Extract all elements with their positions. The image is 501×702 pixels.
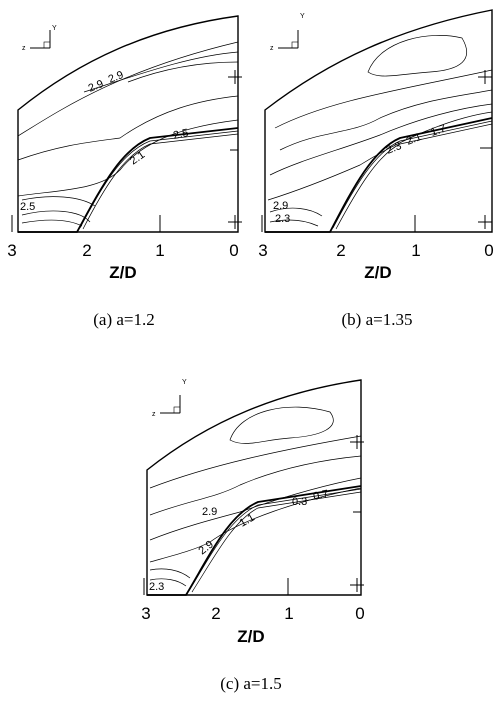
tick-label: 0 [484,241,493,260]
contour-line [17,95,239,161]
contour-line [17,41,239,137]
svg-text:Y: Y [300,13,305,20]
contour-line [127,61,239,83]
coordinate-triad: z Y [270,13,305,52]
tick-label: 3 [7,241,16,260]
lower-wall [147,485,362,596]
contour-label: 0.3 [292,496,307,508]
contour-label: 2.5 [172,127,189,142]
axis-title: Z/D [237,627,264,646]
tick-label: 2 [211,604,220,623]
lower-wall [265,117,493,233]
contour-label: 1.7 [429,123,447,139]
contour-line [149,477,362,541]
contour-label: 2.9 [107,69,126,86]
tick-label: 2 [336,241,345,260]
contour-label: 0.7 [312,488,329,503]
contour-line [274,69,493,129]
contour-label: 2.9 [196,538,215,557]
svg-text:z: z [22,45,26,52]
contour-line [21,196,96,207]
contour-label: 2.3 [149,581,164,593]
lower-wall [18,127,239,233]
duct-outline [17,15,239,233]
tick-label: 2 [82,241,91,260]
axis-title: Z/D [109,263,136,282]
contour-line [149,455,362,516]
tick-label: 3 [258,241,267,260]
contour-line [21,219,83,227]
contour-line [269,103,493,176]
tick-label: 1 [284,604,293,623]
contour-line [17,119,239,197]
tick-label: 1 [411,241,420,260]
contour-line [149,435,362,489]
panel-caption: (c) a=1.5 [220,674,282,693]
contour-label: 2.9 [273,200,288,212]
contour-island [229,406,334,444]
panel-c: 2.9 2.9 1.1 0.3 0.7 2.3 z Y 3 2 1 0 Z/D … [141,379,364,693]
svg-text:z: z [270,45,274,52]
duct-outline [146,379,362,596]
contour-line [267,111,493,201]
tick-label: 3 [141,604,150,623]
svg-text:Y: Y [52,25,57,32]
contour-label: 2.3 [275,213,290,225]
panel-b: 2.9 2.3 2.3 2.1 1.7 z Y 3 2 1 0 Z/D (b) … [258,9,494,329]
coordinate-triad: z Y [152,379,187,418]
contour-line [191,491,362,593]
contour-line [332,120,493,229]
svg-text:Y: Y [182,379,187,386]
tick-label: 0 [355,604,364,623]
contour-line [269,207,323,217]
svg-text:z: z [152,411,156,418]
contour-line [279,89,493,151]
contour-line [149,568,191,579]
contour-line [149,578,187,587]
panel-a: 2.9 2.9 2.5 2.1 2.5 z Y 3 2 1 0 Z/D (a) … [7,15,242,329]
coordinate-triad: z Y [22,25,57,52]
contour-label: 2.5 [20,201,35,213]
contour-label: 2.1 [405,131,424,148]
panel-caption: (b) a=1.35 [342,310,413,329]
contour-line [335,123,493,230]
contour-line [82,133,239,230]
contour-line [79,130,239,229]
axis-title: Z/D [364,263,391,282]
contour-label: 2.3 [385,140,404,157]
contour-line [83,51,239,93]
duct-outline [264,9,493,233]
contour-line [188,488,362,592]
tick-label: 1 [155,241,164,260]
contour-island [367,35,468,77]
contour-line [21,210,91,223]
panel-caption: (a) a=1.2 [93,310,155,329]
contour-line [149,487,362,563]
contour-line [269,219,319,227]
tick-label: 0 [229,241,238,260]
contour-label: 2.9 [87,78,106,95]
contour-label: 2.9 [202,506,217,518]
